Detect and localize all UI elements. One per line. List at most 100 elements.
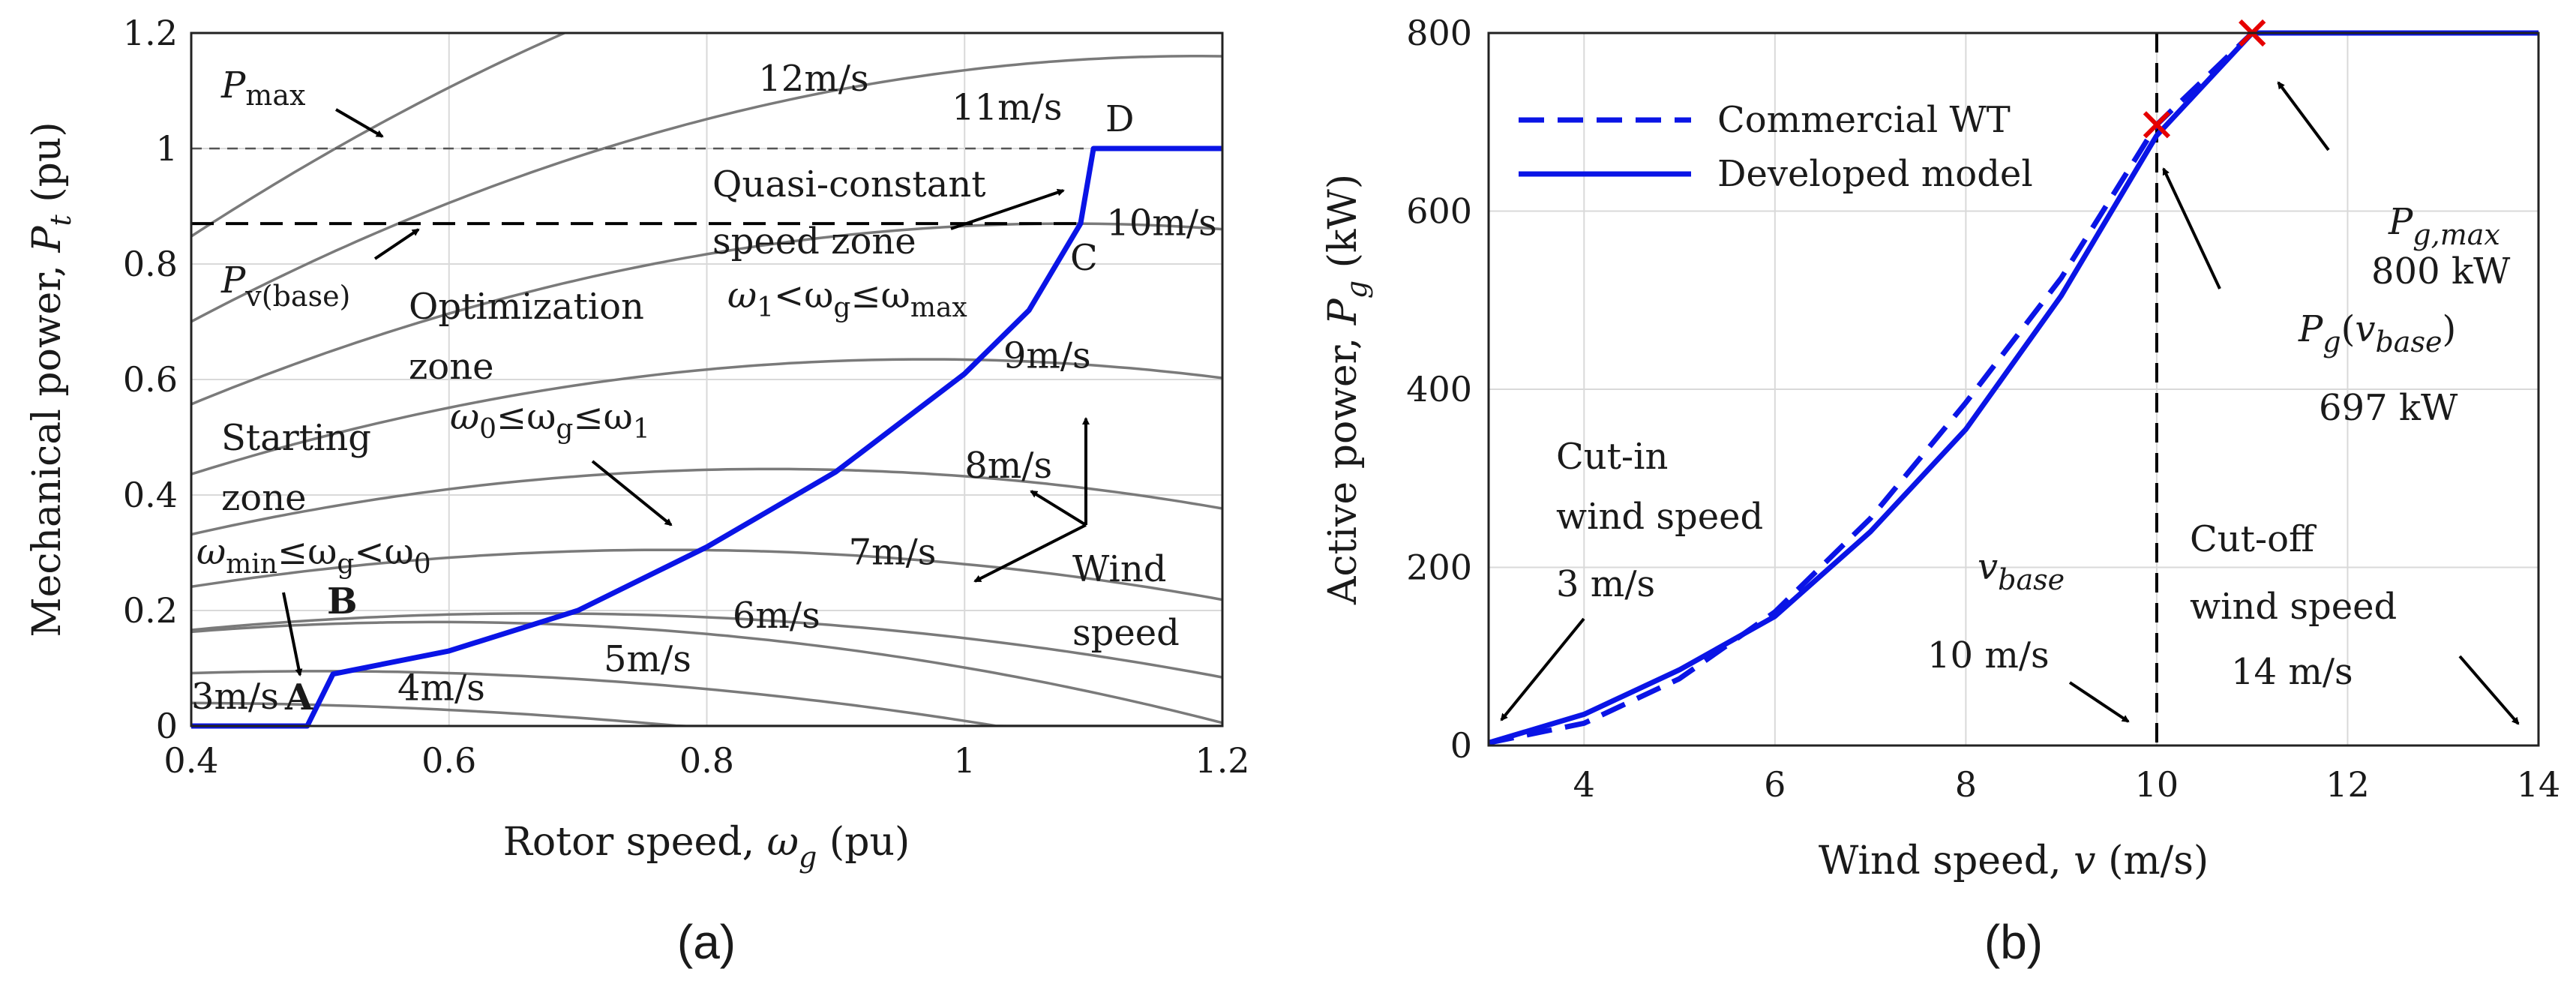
cutoff-arrow	[2458, 655, 2520, 725]
wind-curve-label-7m/s: 7m/s	[849, 531, 937, 573]
quasi-zone-condition: ω1<ωg≤ωmax	[727, 274, 967, 323]
panel-b-ylabel: Active power, Pg (kW)	[1321, 174, 1373, 605]
panel-b-xtick-label: 4	[1573, 764, 1595, 805]
pgvbase-symbol: Pg(vbase)	[2298, 308, 2456, 358]
panel-a-xtick-label: 1	[954, 740, 976, 781]
cutoff-line2: wind speed	[2190, 586, 2397, 628]
panel-b-frame	[1487, 32, 2540, 747]
legend-developed-label: Developed model	[1717, 153, 2033, 195]
panel-a-ytick-label: 1	[156, 128, 178, 169]
panel-a-ytick-label: 0	[156, 706, 178, 746]
pmax-arrow	[334, 108, 384, 138]
panel-a-letter: (a)	[677, 915, 736, 969]
panel-b-xtick-label: 10	[2135, 764, 2179, 805]
panel-b-legend: Commercial WT Developed model	[1519, 99, 2033, 195]
control-curve	[191, 146, 1222, 729]
cutoff-line1: Cut-off	[2190, 518, 2317, 560]
panel-b-y-ticks: 0 200 400 600 800	[1406, 13, 1472, 766]
panel-a-y-ticks: 0 0.2 0.4 0.6 0.8 1 1.2	[123, 13, 178, 746]
point-a-label: A	[284, 676, 313, 718]
starting-zone-arrow	[282, 592, 303, 676]
point-d-label: D	[1105, 98, 1134, 140]
panel-a: 0.4 0.6 0.8 1 1.2 0 0.2 0.4 0.6 0.8 1 1.2 3m/s 4m/s…	[25, 13, 1250, 969]
panel-b-xtick-label: 6	[1764, 764, 1786, 805]
panel-b-series	[1487, 30, 2539, 746]
panel-b-ytick-label: 400	[1406, 369, 1472, 410]
panel-a-xtick-label: 1.2	[1195, 740, 1249, 781]
panel-a-frame	[190, 32, 1224, 728]
panel-b-xtick-label: 12	[2326, 764, 2370, 805]
wind-curve-5m/s	[191, 620, 1222, 724]
starting-zone-line1: Starting	[221, 417, 371, 459]
panel-a-xtick-label: 0.6	[421, 740, 476, 781]
panel-b-ytick-label: 600	[1406, 191, 1472, 232]
cutin-line3: 3 m/s	[1556, 563, 1655, 605]
vbase-value: 10 m/s	[1927, 634, 2050, 676]
cutin-line2: wind speed	[1556, 496, 1763, 538]
wind-curve-9m/s	[191, 358, 1222, 476]
point-c-label: C	[1070, 237, 1098, 279]
wind-speed-arrow-left	[1030, 490, 1087, 526]
series-commercial-wt	[1488, 30, 2539, 746]
panel-a-curve-labels: 3m/s 4m/s 5m/s 6m/s 7m/s 8m/s 9m/s 10m/s 11m/s 12…	[191, 58, 1217, 718]
wind-curve-label-9m/s: 9m/s	[1003, 335, 1091, 377]
wind-curve-4m/s	[191, 670, 1222, 726]
panel-a-x-ticks: 0.4 0.6 0.8 1 1.2	[163, 740, 1249, 781]
wind-curve-label-8m/s: 8m/s	[964, 445, 1052, 487]
marker-pgvbase	[2143, 111, 2171, 139]
wind-curve-label-5m/s: 5m/s	[604, 638, 691, 680]
wind-curve-8m/s	[191, 467, 1222, 536]
starting-zone-condition: ωmin≤ωg<ω0	[196, 531, 431, 580]
wind-curve-12m/s	[191, 33, 568, 238]
panel-a-xlabel: Rotor speed, ωg (pu)	[503, 820, 910, 874]
wind-curve-7m/s	[191, 548, 1222, 602]
point-b-label: B	[327, 580, 358, 622]
panel-a-ytick-label: 0.8	[123, 244, 178, 284]
cutin-arrow	[1500, 617, 1585, 722]
pgmax-value: 800 kW	[2371, 250, 2511, 292]
pvbase-arrow	[373, 228, 420, 260]
pvbase-label: Pv(base)	[220, 260, 350, 313]
pgvbase-value: 697 kW	[2319, 387, 2458, 429]
quasi-zone-line1: Quasi-constant	[712, 164, 986, 206]
optimization-zone-condition: ω0≤ωg≤ω1	[450, 396, 650, 445]
panel-b-xtick-label: 14	[2517, 764, 2561, 805]
wind-curve-3m/s	[191, 701, 1222, 726]
starting-zone-line2: zone	[221, 477, 307, 519]
vbase-symbol: vbase	[1978, 546, 2065, 596]
quasi-zone-arrow	[950, 188, 1065, 230]
panel-b-markers	[2143, 19, 2266, 139]
panel-a-ytick-label: 1.2	[123, 13, 178, 53]
wind-curve-label-3m/s: 3m/s	[191, 676, 279, 718]
cutoff-line3: 14 m/s	[2231, 651, 2353, 693]
pgmax-symbol: Pg,max	[2388, 201, 2500, 251]
panel-a-ytick-label: 0.2	[123, 590, 178, 631]
panel-b-ytick-label: 800	[1406, 13, 1472, 53]
optimization-zone-line1: Optimization	[409, 286, 644, 328]
wind-curve-label-4m/s: 4m/s	[397, 667, 485, 709]
wind-curve-label-11m/s: 11m/s	[952, 87, 1062, 129]
vbase-arrow	[2068, 681, 2130, 723]
wind-curve-11m/s	[191, 55, 1222, 323]
wind-curve-label-6m/s: 6m/s	[733, 595, 820, 637]
panel-a-ylabel: Mechanical power, Pt (pu)	[25, 122, 77, 637]
wind-curve-6m/s	[191, 612, 1222, 679]
wind-speed-line1: Wind	[1072, 548, 1166, 590]
panel-b-x-ticks: 4 6 8 10 12 14	[1573, 764, 2561, 805]
wind-curve-label-12m/s: 12m/s	[758, 58, 868, 100]
wind-curve-label-10m/s: 10m/s	[1106, 202, 1216, 244]
wind-speed-arrow-down	[973, 524, 1087, 583]
wind-curve-10m/s	[191, 222, 1222, 406]
pmax-label: Pmax	[220, 64, 305, 112]
legend-commercial-label: Commercial WT	[1717, 99, 2011, 141]
optimization-zone-arrow	[591, 460, 673, 526]
wind-speed-line2: speed	[1072, 612, 1180, 654]
optimization-zone-line2: zone	[409, 346, 494, 388]
panel-b-ytick-label: 200	[1406, 548, 1472, 588]
panel-b-xtick-label: 8	[1955, 764, 1977, 805]
cutin-line1: Cut-in	[1556, 436, 1668, 478]
series-developed-model	[1487, 30, 2539, 746]
panel-b-xlabel: Wind speed, v (m/s)	[1819, 838, 2209, 884]
panel-b-letter: (b)	[1984, 915, 2043, 969]
